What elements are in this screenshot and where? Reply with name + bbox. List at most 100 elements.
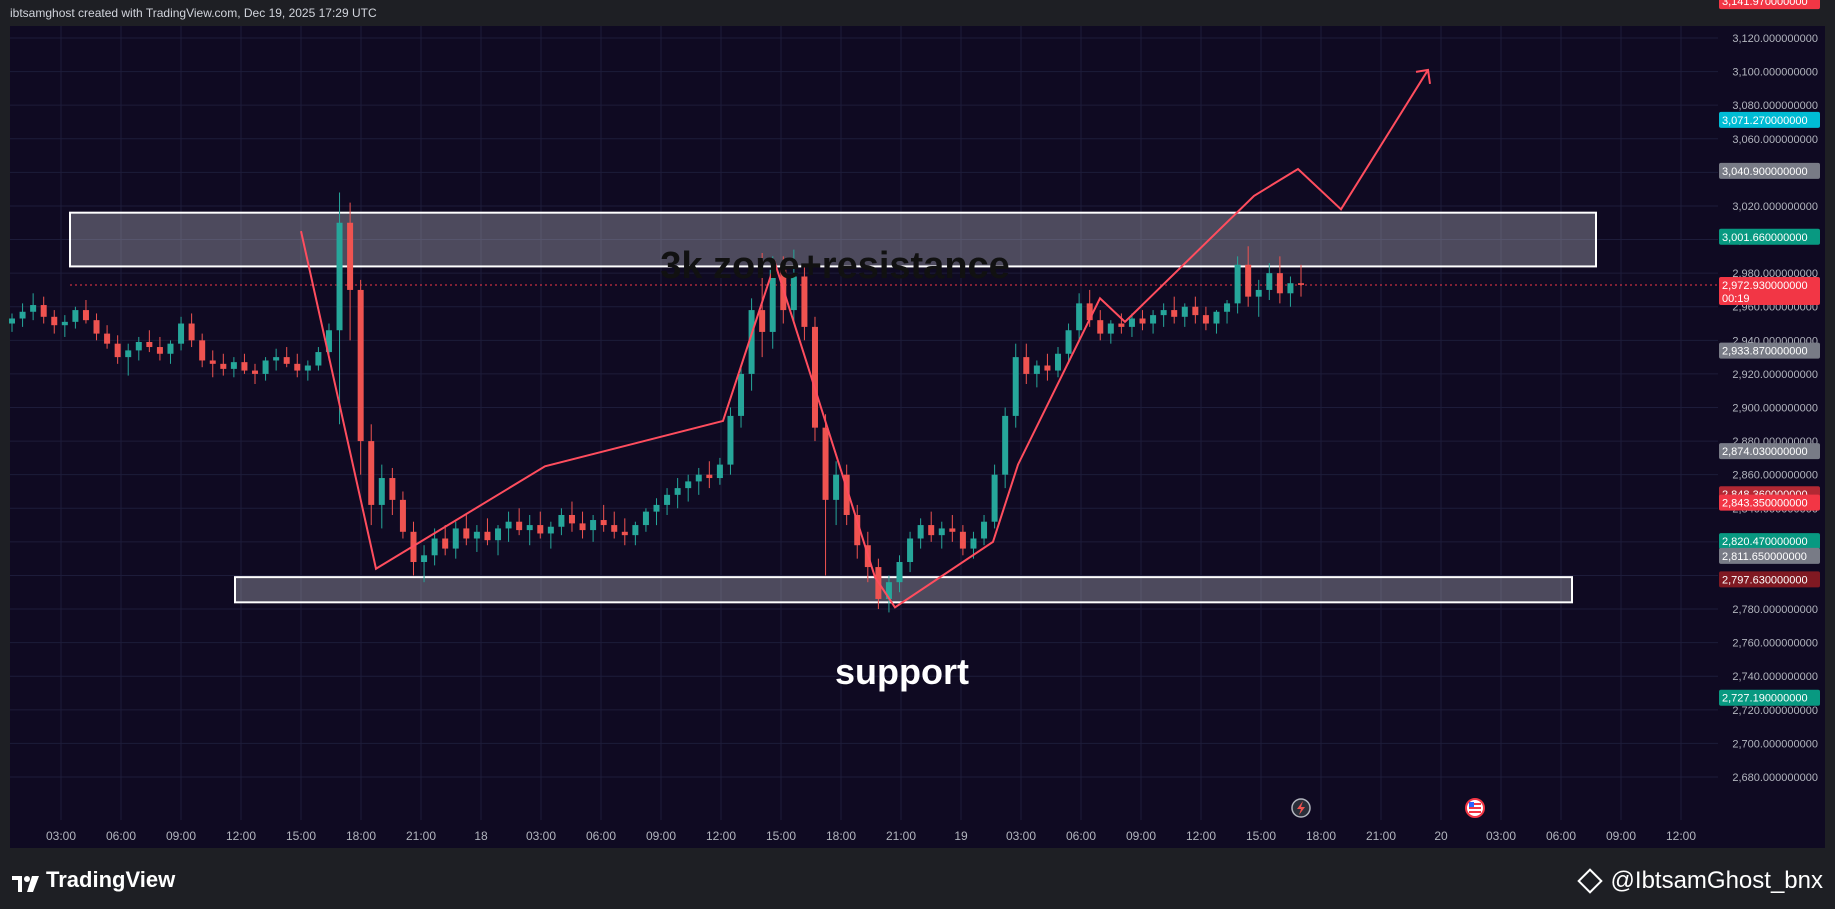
candle-body bbox=[230, 362, 237, 369]
time-tick-label: 06:00 bbox=[1546, 829, 1576, 843]
candle-body bbox=[431, 538, 438, 556]
candle-body bbox=[1044, 365, 1051, 371]
candle-body bbox=[981, 521, 988, 539]
time-tick-label: 20 bbox=[1434, 829, 1448, 843]
time-tick-label: 15:00 bbox=[1246, 829, 1276, 843]
candle-body bbox=[1065, 330, 1072, 354]
projection-line bbox=[300, 69, 1429, 609]
candle-body bbox=[621, 531, 628, 536]
projection-path bbox=[300, 68, 1431, 609]
candle-body bbox=[241, 362, 248, 371]
candle-body bbox=[706, 474, 713, 479]
event-icons bbox=[1291, 798, 1485, 818]
us-flag-event-icon[interactable] bbox=[1465, 798, 1485, 818]
time-tick-label: 03:00 bbox=[1486, 829, 1516, 843]
grid-lines bbox=[10, 26, 1718, 820]
time-tick-label: 21:00 bbox=[1366, 829, 1396, 843]
price-tag-box bbox=[1719, 342, 1820, 359]
candle-body bbox=[463, 528, 470, 539]
price-tick-label: 3,020.000000000 bbox=[1732, 201, 1818, 213]
candle-body bbox=[30, 305, 37, 312]
candle-body bbox=[252, 370, 259, 374]
candle-body bbox=[1012, 357, 1019, 416]
candlesticks bbox=[9, 192, 1304, 613]
support-zone-label: support bbox=[835, 651, 969, 692]
price-tag-box bbox=[1719, 533, 1820, 550]
candle-body bbox=[1213, 311, 1220, 324]
candle-body bbox=[970, 538, 977, 549]
price-tag-box bbox=[1719, 162, 1820, 179]
price-tick-label: 2,900.000000000 bbox=[1732, 403, 1818, 415]
time-tick-label: 06:00 bbox=[106, 829, 136, 843]
candle-body bbox=[495, 528, 502, 541]
candle-body bbox=[1097, 320, 1104, 334]
price-tag-label: 2,811.650000000 bbox=[1722, 551, 1807, 563]
candle-body bbox=[664, 494, 671, 505]
price-axis: 2,680.000000000 2,700.000000000 2,720.0000… bbox=[1732, 33, 1818, 784]
lightning-event-icon[interactable] bbox=[1291, 798, 1311, 818]
candle-body bbox=[368, 441, 375, 505]
candle-body bbox=[1255, 289, 1262, 297]
candle-body bbox=[516, 521, 523, 531]
candle-body bbox=[738, 373, 745, 416]
candle-body bbox=[1139, 318, 1146, 324]
price-tag-label: 2,797.630000000 bbox=[1722, 574, 1808, 586]
projection-arrowhead bbox=[1415, 68, 1431, 85]
price-tag-label: 2,933.870000000 bbox=[1722, 346, 1808, 358]
candle-body bbox=[685, 481, 692, 489]
candle-body bbox=[674, 488, 681, 495]
candle-body bbox=[51, 316, 58, 326]
candle-body bbox=[294, 363, 301, 371]
candle-body bbox=[61, 321, 68, 326]
candle-body bbox=[547, 526, 554, 534]
time-tick-label: 12:00 bbox=[1186, 829, 1216, 843]
candle-body bbox=[590, 520, 597, 531]
candle-body bbox=[452, 528, 459, 549]
price-tag-label: 3,001.660000000 bbox=[1722, 232, 1808, 244]
price-tag-box bbox=[1719, 0, 1820, 10]
chart-plot-area[interactable] bbox=[10, 26, 1825, 848]
candle-body bbox=[759, 310, 766, 332]
candle-body bbox=[928, 525, 935, 536]
tradingview-logo[interactable]: TradingView bbox=[12, 867, 175, 893]
time-tick-label: 12:00 bbox=[226, 829, 256, 843]
price-tag-box bbox=[1719, 277, 1820, 306]
price-tag-label: 3,040.900000000 bbox=[1722, 166, 1808, 178]
candle-body bbox=[959, 531, 966, 549]
time-tick-label: 09:00 bbox=[1606, 829, 1636, 843]
candle-body bbox=[843, 474, 850, 515]
candle-body bbox=[146, 341, 153, 348]
price-tag-label: 2,843.350000000 bbox=[1722, 498, 1808, 510]
price-tag-label: 3,141.970000000 bbox=[1722, 0, 1808, 8]
time-tick-label: 18:00 bbox=[346, 829, 376, 843]
candle-body bbox=[1287, 283, 1294, 294]
price-tick-label: 2,680.000000000 bbox=[1732, 772, 1818, 784]
candle-body bbox=[1266, 273, 1273, 290]
resistance-zone-box bbox=[69, 211, 1597, 268]
author-handle[interactable]: @IbtsamGhost_bnx bbox=[1576, 867, 1823, 895]
candle-body bbox=[748, 310, 755, 374]
candle-body bbox=[1276, 273, 1283, 294]
resistance-zone-label: 3k zone+resistance bbox=[660, 245, 1010, 287]
candle-body bbox=[811, 326, 818, 428]
candle-body bbox=[336, 222, 343, 331]
price-tick-label: 2,740.000000000 bbox=[1732, 671, 1818, 683]
candle-body bbox=[220, 363, 227, 369]
price-chart[interactable]: 2,680.000000000 2,700.000000000 2,720.0000… bbox=[0, 0, 1835, 857]
candle-body bbox=[801, 276, 808, 327]
candle-body bbox=[769, 269, 776, 332]
author-handle-text: @IbtsamGhost_bnx bbox=[1610, 867, 1823, 894]
time-tick-label: 09:00 bbox=[646, 829, 676, 843]
candle-body bbox=[209, 360, 216, 364]
time-tick-label: 12:00 bbox=[706, 829, 736, 843]
candle-body bbox=[716, 464, 723, 479]
time-axis: 03:00 06:00 09:00 12:00 15:00 18:00 21:00 18 03:… bbox=[46, 829, 1696, 843]
candle-body bbox=[1171, 310, 1178, 317]
candle-body bbox=[125, 350, 132, 358]
price-tick-label: 2,780.000000000 bbox=[1732, 604, 1818, 616]
candle-body bbox=[167, 343, 174, 354]
candle-body bbox=[1150, 315, 1157, 324]
tradingview-logo-icon bbox=[12, 872, 40, 892]
candle-body bbox=[1298, 283, 1304, 285]
candle-body bbox=[378, 478, 385, 505]
